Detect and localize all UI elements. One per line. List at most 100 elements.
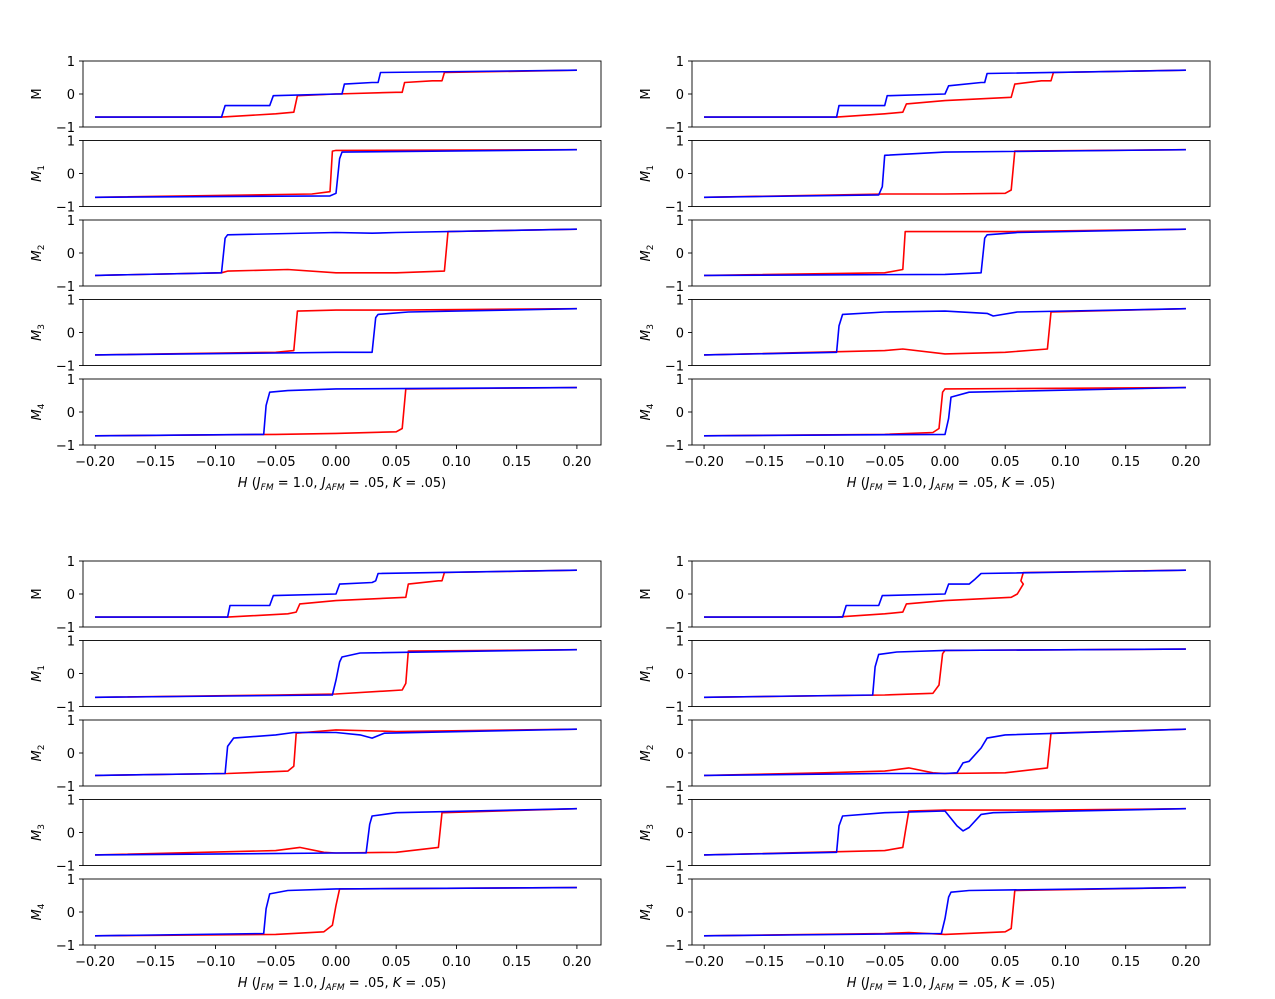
x-axis-label: H (JFM = 1.0, JAFM = .05, K = .05) bbox=[238, 476, 446, 493]
y-tick-label: 0 bbox=[676, 88, 684, 103]
subplot-m4: −1 0 1 M4 −0.20 −0.15 −0.10 −0.05 0.00 0.05 0.10 0.… bbox=[639, 373, 1211, 493]
sweep-up-line bbox=[703, 807, 1186, 856]
y-tick-label: 1 bbox=[67, 55, 75, 70]
y-tick-label: 1 bbox=[67, 135, 75, 150]
y-tick-label: 0 bbox=[67, 668, 75, 683]
sweep-down-line bbox=[95, 569, 577, 618]
y-tick-label: −1 bbox=[56, 701, 75, 716]
x-tick-label: 0.00 bbox=[322, 455, 351, 470]
subplot-m: −1 0 1 M bbox=[639, 555, 1211, 636]
subplot-m2: −1 0 1 M2 bbox=[30, 714, 602, 795]
x-axis-label: H (JFM = 1.0, JAFM = .05, K = .05) bbox=[238, 976, 446, 993]
x-tick-label: −0.05 bbox=[256, 455, 296, 470]
y-tick-label: −1 bbox=[56, 621, 75, 636]
axes-frame bbox=[691, 719, 1211, 787]
y-axis-label: M bbox=[639, 588, 654, 599]
y-tick-label: 0 bbox=[67, 406, 75, 421]
x-tick-label: −0.10 bbox=[805, 455, 845, 470]
y-tick-label: 1 bbox=[676, 635, 684, 650]
y-tick-label: 0 bbox=[67, 747, 75, 762]
sweep-up-line bbox=[703, 307, 1186, 356]
y-tick-label: 0 bbox=[67, 168, 75, 183]
x-tick-label: 0.15 bbox=[1111, 455, 1140, 470]
subplot-m2: −1 0 1 M2 bbox=[639, 214, 1211, 295]
sweep-up-line bbox=[703, 728, 1186, 777]
y-tick-label: 0 bbox=[676, 327, 684, 342]
y-tick-label: 0 bbox=[676, 247, 684, 262]
x-tick-label: 0.10 bbox=[1051, 455, 1080, 470]
sweep-up-line bbox=[703, 148, 1186, 199]
sweep-down-line bbox=[703, 807, 1186, 856]
y-tick-label: 0 bbox=[67, 906, 75, 921]
y-tick-label: 0 bbox=[67, 88, 75, 103]
y-axis-label: M3 bbox=[30, 324, 47, 341]
x-tick-label: −0.10 bbox=[805, 955, 845, 970]
x-tick-label: −0.05 bbox=[256, 955, 296, 970]
y-tick-label: 1 bbox=[676, 135, 684, 150]
y-axis-label: M1 bbox=[639, 165, 656, 182]
y-tick-label: 0 bbox=[676, 906, 684, 921]
sweep-up-line bbox=[94, 228, 577, 277]
y-axis-label: M1 bbox=[30, 165, 47, 182]
x-tick-label: −0.05 bbox=[865, 955, 905, 970]
y-tick-label: −1 bbox=[665, 280, 684, 295]
sweep-up-line bbox=[703, 386, 1186, 437]
subplot-m2: −1 0 1 M2 bbox=[639, 714, 1211, 795]
subplot-m4: −1 0 1 M4 −0.20 −0.15 −0.10 −0.05 0.00 0.05 0.10 0.… bbox=[30, 873, 602, 993]
sweep-down-line bbox=[94, 728, 577, 777]
sweep-up-line bbox=[94, 148, 577, 199]
x-tick-label: 0.20 bbox=[562, 955, 591, 970]
y-axis-label: M2 bbox=[30, 745, 47, 762]
sweep-up-line bbox=[703, 228, 1186, 277]
subplot-m1: −1 0 1 M1 bbox=[639, 135, 1211, 216]
x-tick-label: 0.05 bbox=[991, 955, 1020, 970]
x-axis-label: H (JFM = 1.0, JAFM = .05, K = .05) bbox=[847, 976, 1055, 993]
y-axis-label: M2 bbox=[639, 745, 656, 762]
sweep-down-line bbox=[95, 69, 577, 118]
y-tick-label: 0 bbox=[67, 827, 75, 842]
y-tick-label: 1 bbox=[67, 714, 75, 729]
y-tick-label: 1 bbox=[67, 555, 75, 570]
x-tick-label: 0.20 bbox=[1171, 455, 1200, 470]
y-tick-label: 0 bbox=[676, 747, 684, 762]
sweep-up-line bbox=[95, 569, 577, 618]
subplot-m1: −1 0 1 M1 bbox=[30, 135, 602, 216]
sweep-up-line bbox=[94, 648, 577, 699]
subplot-m: −1 0 1 M bbox=[639, 55, 1211, 136]
y-tick-label: −1 bbox=[665, 201, 684, 216]
x-tick-label: 0.15 bbox=[1111, 955, 1140, 970]
x-tick-label: −0.15 bbox=[744, 955, 784, 970]
y-tick-label: −1 bbox=[56, 780, 75, 795]
y-axis-label: M bbox=[30, 588, 45, 599]
x-tick-label: 0.15 bbox=[502, 955, 531, 970]
subplot-m: −1 0 1 M bbox=[30, 555, 602, 636]
y-axis-label: M3 bbox=[639, 824, 656, 841]
x-tick-label: 0.05 bbox=[382, 955, 411, 970]
subplot-m1: −1 0 1 M1 bbox=[639, 635, 1211, 716]
sweep-up-line bbox=[94, 307, 577, 356]
y-axis-label: M1 bbox=[639, 665, 656, 682]
y-tick-label: 1 bbox=[676, 214, 684, 229]
y-tick-label: −1 bbox=[56, 939, 75, 954]
y-tick-label: 1 bbox=[67, 294, 75, 309]
sweep-down-line bbox=[94, 228, 577, 277]
sweep-down-line bbox=[703, 386, 1186, 437]
sweep-down-line bbox=[703, 886, 1186, 937]
subplot-m1: −1 0 1 M1 bbox=[30, 635, 602, 716]
y-axis-label: M bbox=[30, 88, 45, 99]
y-axis-label: M2 bbox=[639, 245, 656, 262]
y-tick-label: 1 bbox=[676, 714, 684, 729]
sweep-down-line bbox=[94, 386, 577, 437]
y-tick-label: 1 bbox=[67, 635, 75, 650]
y-tick-label: 0 bbox=[676, 588, 684, 603]
sweep-down-line bbox=[703, 148, 1186, 199]
subplot-m3: −1 0 1 M3 bbox=[30, 794, 602, 875]
x-tick-label: 0.00 bbox=[322, 955, 351, 970]
sweep-up-line bbox=[94, 728, 577, 777]
x-tick-label: 0.10 bbox=[442, 455, 471, 470]
y-axis-label: M1 bbox=[30, 665, 47, 682]
x-tick-label: 0.05 bbox=[991, 455, 1020, 470]
sweep-down-line bbox=[703, 728, 1186, 777]
